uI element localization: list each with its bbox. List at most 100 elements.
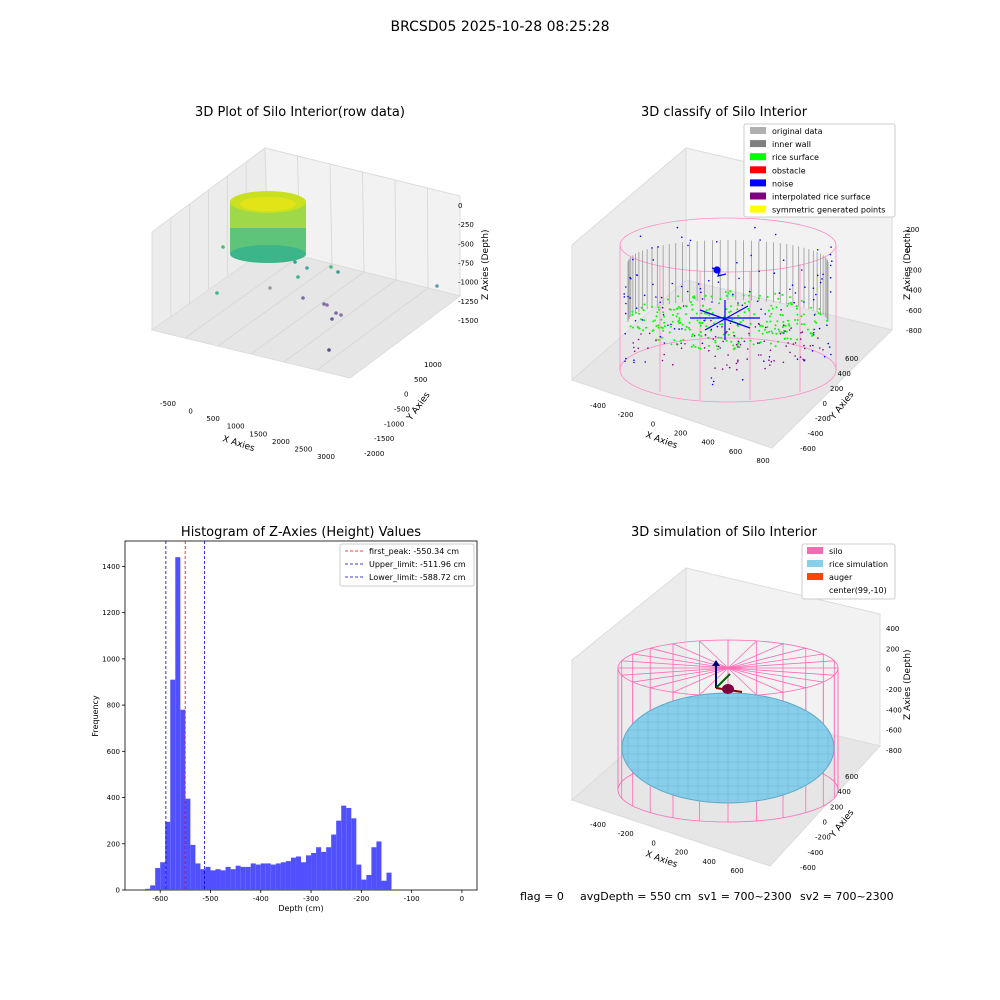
rice-surface-point (699, 322, 702, 325)
classify-points (623, 226, 833, 386)
interpolated-point (680, 347, 683, 350)
rice-surface-point (771, 307, 774, 310)
simulation-y-tick-label: -400 (808, 849, 824, 857)
noise-point (741, 304, 744, 307)
noise-point (780, 309, 782, 311)
rice-surface-point (638, 327, 641, 330)
rice-surface-point (687, 327, 690, 329)
classify-y-tick-label: 600 (845, 355, 858, 363)
interpolated-point (663, 353, 665, 356)
noise-point (757, 342, 759, 344)
raw-x-ticks: -500 0 500 1000 1500 2000 2500 3000 (160, 400, 335, 461)
noise-point (624, 332, 626, 335)
interpolated-point (667, 324, 669, 327)
rice-surface-point (813, 320, 816, 323)
rice-surface-point (704, 312, 706, 315)
rice-surface-point (670, 325, 672, 328)
rice-surface-point (749, 322, 752, 325)
interpolated-point (794, 342, 797, 344)
rice-surface-point (778, 330, 781, 333)
rice-surface-point (731, 318, 734, 321)
rice-surface-point (725, 308, 728, 311)
rice-surface-point (709, 329, 712, 332)
noise-point (634, 320, 637, 322)
rice-surface-point (660, 336, 663, 339)
noise-point (716, 241, 718, 243)
rice-surface-point (652, 320, 655, 323)
classify-y-ticks: 600 400 2000 -200 -400 -600 (800, 355, 858, 453)
noise-point (815, 293, 817, 296)
noise-point (829, 253, 832, 256)
rice-surface-point (782, 321, 785, 323)
noise-point (686, 290, 689, 293)
rice-surface-point (790, 303, 793, 306)
rice-surface-point (632, 326, 634, 329)
rice-surface-point (757, 297, 760, 300)
histogram-bar (190, 844, 196, 890)
rice-surface-point (718, 302, 721, 305)
rice-surface-point (651, 329, 654, 332)
rice-surface-point (789, 337, 792, 340)
classify-y-tick-label: -200 (815, 415, 831, 423)
classify-x-tick-label: -400 (590, 402, 606, 410)
rice-surface-point (815, 321, 818, 324)
rice-surface-point (796, 322, 799, 325)
interpolated-point (769, 364, 771, 366)
rice-surface-point (662, 329, 665, 332)
rice-surface-point (640, 306, 643, 309)
rice-surface-point (779, 313, 782, 316)
interpolated-point (757, 354, 760, 356)
interpolated-point (770, 360, 773, 363)
interpolated-point (633, 350, 636, 353)
rice-surface-point (752, 343, 755, 346)
noise-point (760, 308, 762, 311)
noise-point (819, 281, 822, 284)
rice-surface-point (694, 345, 697, 348)
rice-surface-point (825, 319, 828, 322)
noise-point (662, 314, 665, 316)
rice-surface-point (710, 295, 713, 298)
rice-surface-point (695, 312, 698, 315)
histogram-bar (311, 853, 317, 890)
raw-z-tick-label: -1250 (458, 298, 478, 306)
rice-surface-point (788, 296, 791, 299)
rice-surface-point (650, 305, 653, 308)
rice-surface-point (736, 304, 739, 307)
interpolated-point (758, 323, 760, 326)
histogram-bar (165, 821, 171, 890)
histogram-y-tick-label: 1000 (102, 655, 120, 663)
interpolated-point (769, 349, 772, 352)
noise-point (773, 272, 776, 275)
rice-surface-point (794, 319, 797, 321)
rice-surface-point (697, 346, 700, 349)
noise-point (733, 334, 735, 337)
histogram-bar (250, 863, 256, 890)
interpolated-point (632, 342, 634, 344)
raw-point (293, 260, 297, 264)
interpolated-point (735, 362, 738, 365)
raw-point (301, 296, 305, 300)
histogram-legend-label: Lower_limit: -588.72 cm (369, 573, 466, 582)
noise-point (758, 270, 760, 273)
noise-point (813, 314, 816, 316)
raw-y-tick-label: 500 (414, 376, 427, 384)
histogram-bar (351, 818, 357, 890)
noise-point (830, 246, 832, 248)
raw-point (325, 303, 329, 307)
classify-x-tick-label: 200 (674, 430, 687, 438)
interpolated-point (684, 343, 686, 345)
histogram-bar (366, 874, 372, 890)
interpolated-point (801, 331, 804, 333)
rice-surface-point (672, 308, 675, 311)
classify-legend-label: rice surface (772, 153, 819, 162)
rice-surface-point (764, 328, 766, 331)
interpolated-point (763, 340, 765, 343)
interpolated-point (648, 332, 651, 335)
rice-surface-point (688, 321, 691, 324)
rice-surface-point (678, 317, 681, 320)
raw-point (322, 302, 326, 306)
noise-point (831, 260, 833, 263)
rice-surface-point (705, 309, 708, 312)
classify-x-tick-label: 600 (729, 448, 742, 456)
raw-point (215, 291, 219, 295)
